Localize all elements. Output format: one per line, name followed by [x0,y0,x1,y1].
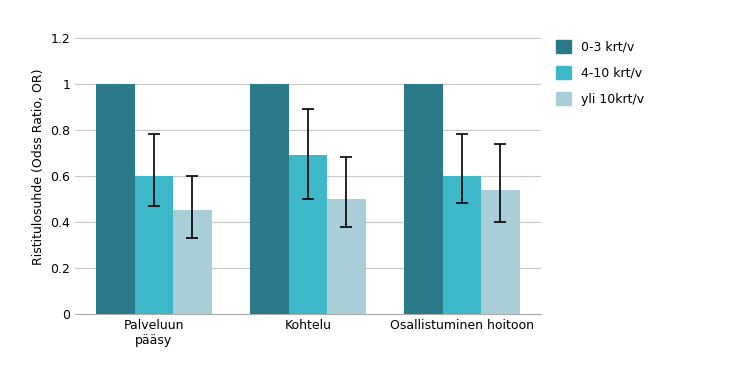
Legend: 0-3 krt/v, 4-10 krt/v, yli 10krt/v: 0-3 krt/v, 4-10 krt/v, yli 10krt/v [556,40,644,106]
Bar [288,155,327,314]
Bar [404,83,442,314]
Bar [442,176,481,314]
Bar [250,83,288,314]
Bar [96,83,134,314]
Bar [481,190,520,314]
Bar [173,210,212,314]
Y-axis label: Ristitulosuhde (Odss Ratio, OR): Ristitulosuhde (Odss Ratio, OR) [32,68,44,265]
Bar [134,176,173,314]
Bar [327,199,366,314]
